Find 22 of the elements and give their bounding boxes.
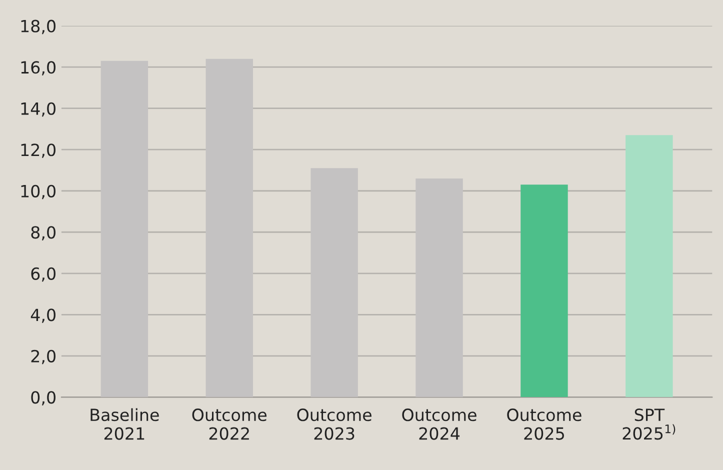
bar [416,178,463,398]
y-tick-label: 12,0 [21,144,56,158]
x-tick-label: Baseline 2021 [90,408,159,440]
x-tick-label: Outcome 2025 [507,408,582,440]
y-tick-label: 0,0 [31,391,56,406]
x-tick-label: Outcome 2022 [192,408,267,440]
bar [206,58,253,398]
y-tick-label: 2,0 [31,350,56,364]
y-tick-label: 4,0 [30,308,56,323]
x-tick-label: SPT 2025$^{1)}$ [622,408,676,440]
y-tick-label: 18,0 [21,20,56,34]
bar [310,168,358,398]
bar [100,60,148,398]
y-tick-label: 8,0 [31,226,56,240]
x-tick-label: Outcome 2024 [402,408,476,440]
y-tick-label: 14,0 [21,102,56,117]
x-tick-label: Outcome 2023 [297,408,372,440]
y-tick-label: 10,0 [21,184,56,200]
y-tick-label: 6,0 [31,267,56,282]
bar [520,184,568,398]
bar [626,135,673,398]
y-tick-label: 16,0 [21,61,56,76]
